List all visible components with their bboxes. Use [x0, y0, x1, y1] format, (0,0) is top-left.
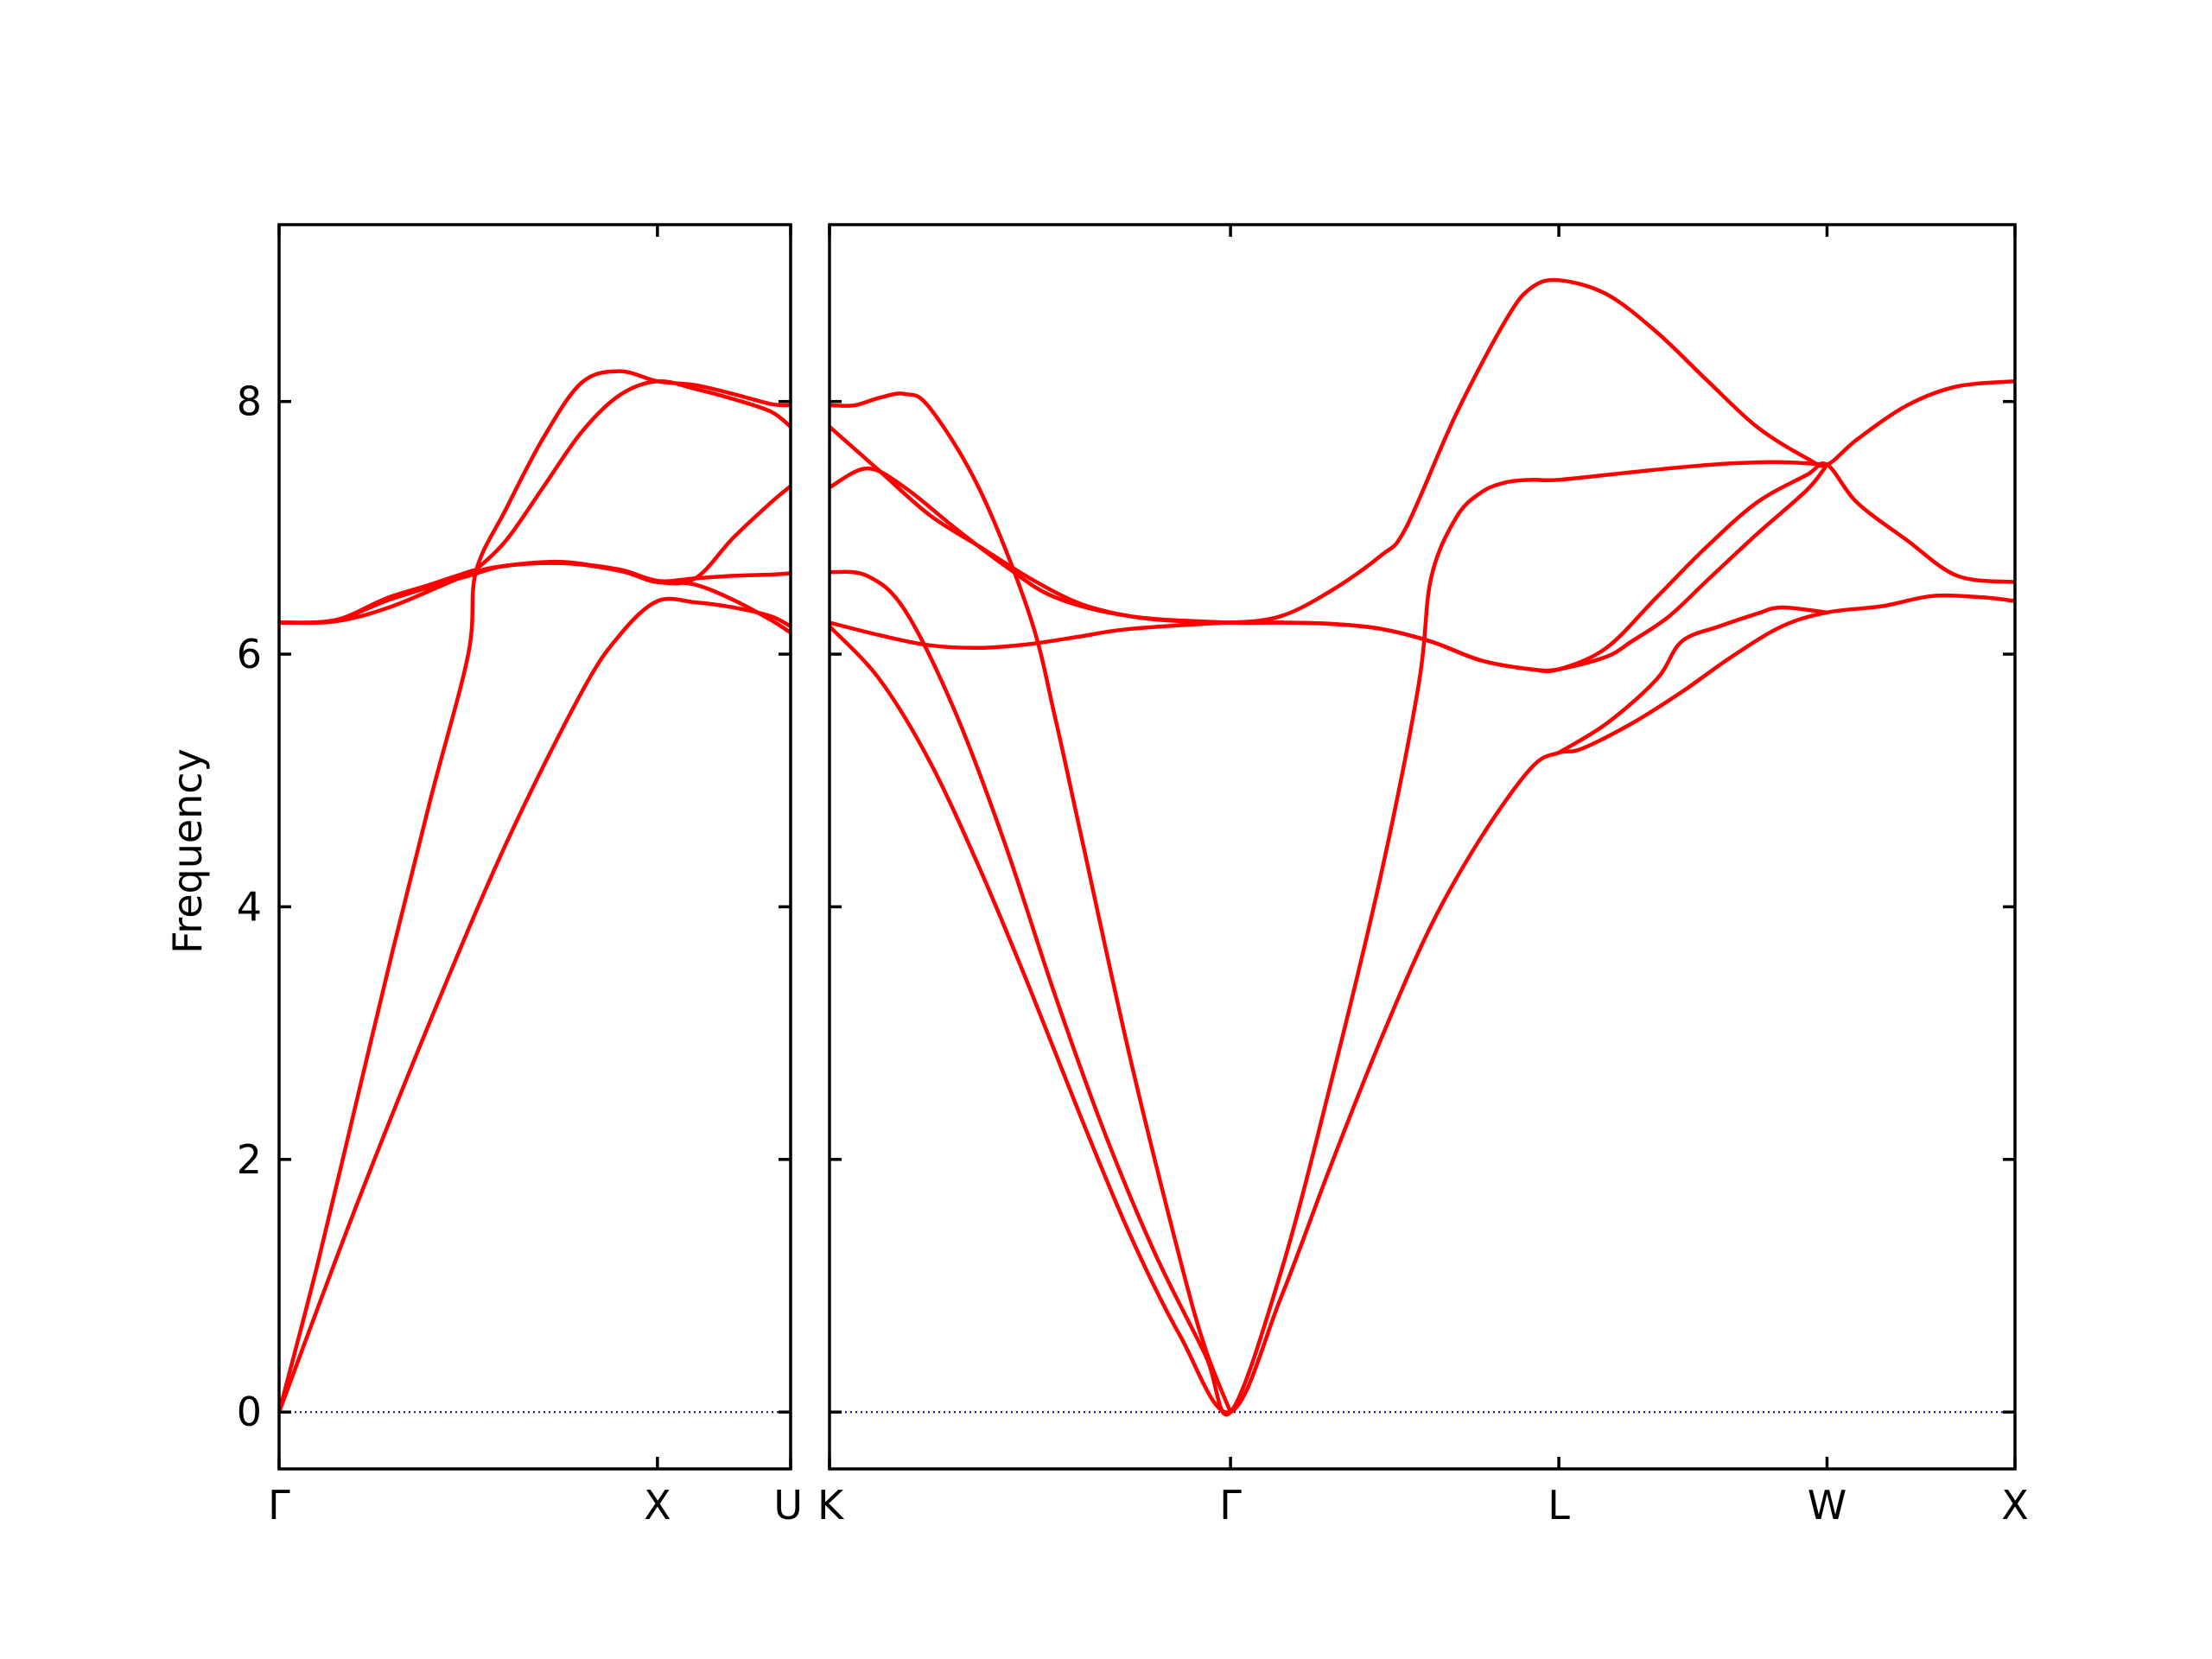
band-3 [830, 391, 1233, 1414]
band-5 [279, 484, 791, 626]
band-4 [830, 277, 2015, 626]
band-1 [279, 596, 791, 1414]
y-axis-label: Frequency [164, 748, 211, 954]
band-2 [830, 460, 1829, 1417]
y-tick-label: 2 [237, 1136, 262, 1183]
band-1 [830, 593, 2015, 1414]
y-tick-label: 8 [237, 378, 262, 425]
y-tick-label: 0 [237, 1389, 262, 1435]
band-2 [279, 369, 791, 1414]
x-tick-label: X [644, 1482, 671, 1529]
plot-frame [277, 223, 792, 1471]
plot-frame [828, 223, 2017, 1471]
y-tick-label: 4 [237, 883, 262, 930]
band-6 [279, 561, 791, 625]
band-4 [279, 559, 791, 635]
x-tick-label: Γ [268, 1482, 290, 1529]
x-tick-label: X [2001, 1482, 2029, 1529]
x-tick-label: W [1808, 1482, 1847, 1529]
band-3 [279, 378, 791, 625]
x-tick-label: U [773, 1482, 803, 1529]
band-7 [1556, 605, 1829, 755]
band-6 [830, 462, 1829, 673]
y-tick-label: 6 [237, 631, 262, 677]
x-tick-label: Γ [1219, 1482, 1242, 1529]
panel-gamma-x-u: 0 2 4 6 8 Γ X U [237, 223, 803, 1529]
x-tick-label: L [1548, 1482, 1570, 1529]
x-tick-label: K [817, 1482, 845, 1529]
